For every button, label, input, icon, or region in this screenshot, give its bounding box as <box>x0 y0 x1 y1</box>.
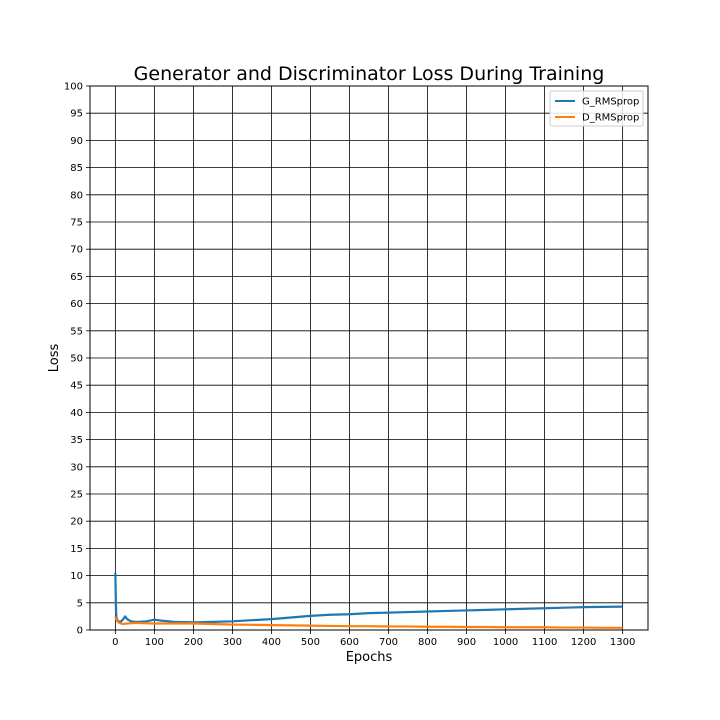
y-tick-label: 75 <box>70 218 83 229</box>
y-tick-label: 85 <box>70 163 83 174</box>
y-tick-label: 40 <box>70 408 83 419</box>
x-tick-label: 400 <box>262 637 281 648</box>
legend: G_RMSprop D_RMSprop <box>549 90 644 127</box>
x-tick-label: 700 <box>379 637 398 648</box>
series-line-d-rmsprop <box>114 616 623 629</box>
y-tick-label: 55 <box>70 326 83 337</box>
y-tick-label: 50 <box>70 354 83 365</box>
chart-title: Generator and Discriminator Loss During … <box>134 63 605 85</box>
y-tick-label: 70 <box>70 245 83 256</box>
y-tick-label: 0 <box>77 626 83 637</box>
y-tick-label: 80 <box>70 190 83 201</box>
x-tick-label: 900 <box>457 637 476 648</box>
y-tick-label: 100 <box>64 82 83 93</box>
legend-label: D_RMSprop <box>582 113 639 124</box>
y-tick-label: 15 <box>70 544 83 555</box>
y-tick-label: 45 <box>70 381 83 392</box>
x-tick-label: 200 <box>184 637 203 648</box>
x-tick-label: 100 <box>145 637 164 648</box>
y-tick-label: 10 <box>70 571 83 582</box>
x-tick-label: 0 <box>112 637 118 648</box>
y-tick-label: 60 <box>70 299 83 310</box>
x-tick-label: 1000 <box>493 637 518 648</box>
x-tick-label: 500 <box>301 637 320 648</box>
x-tick-label: 800 <box>418 637 437 648</box>
x-tick-label: 600 <box>340 637 359 648</box>
x-tick-label: 300 <box>223 637 242 648</box>
y-tick-label: 5 <box>77 598 83 609</box>
y-tick-label: 65 <box>70 272 83 283</box>
x-axis-label: Epochs <box>346 650 393 665</box>
legend-label: G_RMSprop <box>582 97 639 108</box>
y-tick-label: 90 <box>70 136 83 147</box>
series-layer <box>114 572 623 629</box>
y-axis-label: Loss <box>47 344 62 373</box>
x-tick-label: 1100 <box>532 637 557 648</box>
y-tick-label: 25 <box>70 490 83 501</box>
series-line-g-rmsprop <box>114 572 623 624</box>
grid <box>90 85 648 631</box>
y-tick-label: 35 <box>70 435 83 446</box>
y-axis: 0 5 10 15 20 25 30 35 40 45 50 55 60 65 70 75 80 85 90 95 10… <box>64 82 90 637</box>
y-tick-label: 30 <box>70 462 83 473</box>
x-axis: 0 100 200 300 400 500 600 700 800 900 1000 1100 1200… <box>112 630 635 648</box>
y-tick-label: 95 <box>70 109 83 120</box>
y-tick-label: 20 <box>70 517 83 528</box>
x-tick-label: 1200 <box>571 637 596 648</box>
x-tick-label: 1300 <box>610 637 635 648</box>
